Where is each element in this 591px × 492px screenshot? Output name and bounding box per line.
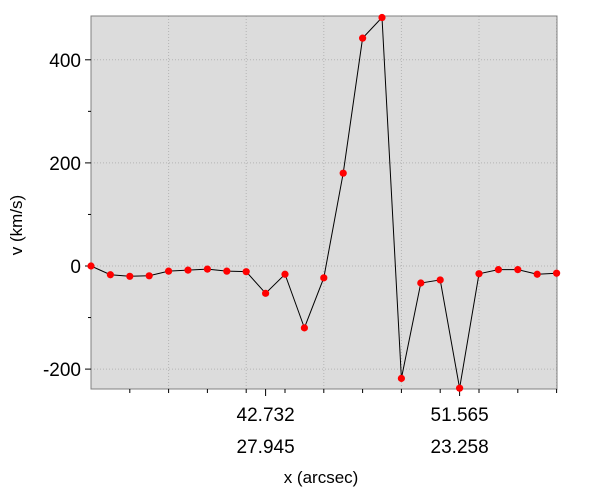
y-axis-title: v (km/s) xyxy=(7,195,26,255)
data-point xyxy=(494,266,502,274)
y-tick-labels: 400 200 0 -200 xyxy=(43,51,81,381)
data-point xyxy=(262,289,270,297)
x-tick-label-top: 42.732 xyxy=(237,405,295,426)
data-point xyxy=(223,267,231,275)
data-point xyxy=(456,384,464,392)
data-points xyxy=(87,13,561,392)
data-point xyxy=(106,271,114,279)
data-point xyxy=(203,265,211,273)
data-point xyxy=(514,266,522,274)
x-tick-label-bottom: 23.258 xyxy=(431,437,489,458)
data-point xyxy=(184,266,192,274)
y-tick-label: 200 xyxy=(49,154,81,175)
y-tick-label: -200 xyxy=(43,360,81,381)
data-point xyxy=(417,279,425,287)
data-point xyxy=(281,270,289,278)
y-tick-label: 400 xyxy=(49,51,81,72)
data-point xyxy=(533,270,541,278)
data-point xyxy=(300,324,308,332)
data-point xyxy=(126,272,134,280)
data-point xyxy=(378,13,386,22)
data-point xyxy=(339,169,347,177)
data-point xyxy=(397,374,405,382)
data-point xyxy=(87,262,95,270)
x-tick-label-bottom: 27.945 xyxy=(237,437,295,458)
data-point xyxy=(436,276,444,284)
data-point xyxy=(242,268,250,276)
x-axis-title: x (arcsec) xyxy=(284,468,359,487)
x-tick-label-top: 51.565 xyxy=(431,405,489,426)
data-point xyxy=(320,274,328,282)
axes xyxy=(85,59,558,396)
data-point xyxy=(475,270,483,278)
y-tick-label: 0 xyxy=(70,257,81,278)
data-point xyxy=(359,34,367,42)
data-point xyxy=(165,267,173,275)
data-point xyxy=(553,269,561,277)
x-tick-labels: 42.732 27.945 51.565 23.258 xyxy=(237,405,489,458)
data-point xyxy=(145,272,153,280)
